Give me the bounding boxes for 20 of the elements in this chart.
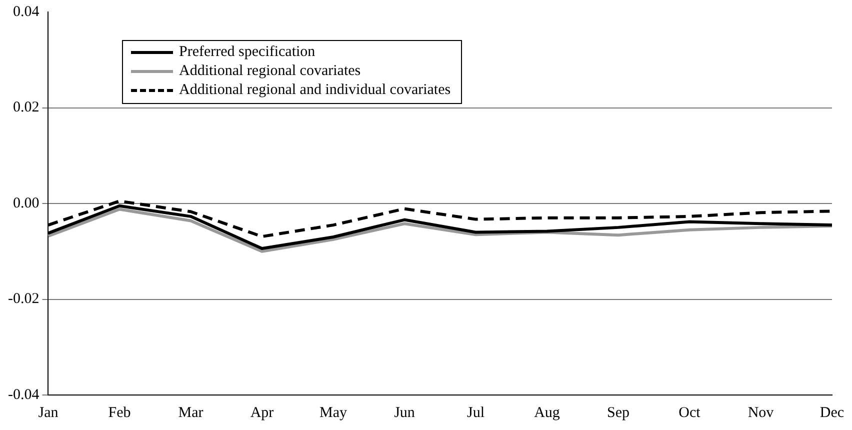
x-tick-label: Nov [748, 404, 774, 421]
x-tick-label: Jul [466, 404, 485, 421]
legend-label: Preferred specification [179, 43, 316, 62]
x-tick-label: Sep [607, 404, 630, 421]
x-tick-label: Aug [534, 404, 560, 421]
y-tick-label: 0.00 [12, 195, 40, 212]
y-tick-label: 0.04 [12, 4, 40, 20]
x-tick-label: Oct [678, 404, 702, 421]
y-tick-label: 0.02 [12, 100, 40, 116]
x-tick-label: Feb [108, 404, 131, 421]
x-tick-label: May [319, 404, 348, 421]
x-tick-label: Apr [250, 404, 274, 421]
x-tick-label: Dec [820, 404, 844, 421]
x-tick-label: Jan [38, 404, 59, 421]
y-tick-label: -0.04 [8, 386, 40, 403]
x-tick-label: Jun [394, 404, 416, 421]
x-tick-label: Mar [178, 404, 204, 421]
legend-label: Additional regional and individual covariates [179, 81, 451, 100]
legend-label: Additional regional covariates [179, 62, 361, 81]
y-tick-label: -0.02 [8, 291, 40, 308]
